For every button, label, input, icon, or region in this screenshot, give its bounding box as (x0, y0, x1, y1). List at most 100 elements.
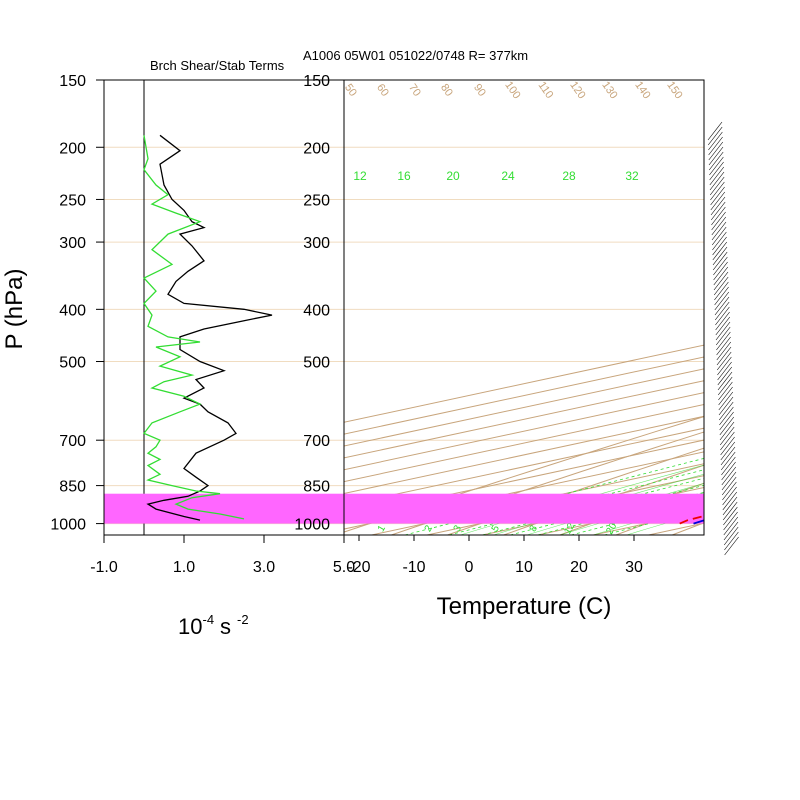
wind-barbs (707, 121, 739, 556)
wind-barb (720, 446, 736, 466)
y-tick-label: 1000 (50, 517, 86, 534)
right-panel-title: A1006 05W01 051022/0748 R= 377km (303, 48, 528, 63)
dry-adiabat-label: 150 (664, 79, 684, 101)
mixing-ratio-bottom-label: 1 (376, 523, 389, 534)
dewpoint-profile-line (679, 515, 704, 525)
dry-adiabat-label: 70 (406, 82, 423, 99)
isotherm-line (344, 403, 704, 483)
wind-barb (720, 431, 735, 451)
highlight-band-left (104, 493, 344, 524)
xlabel-unit-exponent: -2 (237, 612, 249, 627)
wind-barb (708, 131, 723, 151)
y-tick-label: 700 (303, 433, 330, 450)
isotherm-line (344, 344, 704, 423)
wind-barb (709, 166, 725, 186)
dry-adiabat-label: 130 (599, 79, 619, 101)
wind-barb (719, 421, 735, 441)
moist-adiabat-line (593, 502, 704, 535)
moist-adiabat-line (626, 511, 704, 535)
y-tick-label: 500 (303, 355, 330, 372)
highlight-band-right (344, 493, 704, 524)
dry-adiabat-label: 60 (374, 82, 391, 99)
mixing-ratio-label: 20 (446, 169, 460, 183)
wind-barb (722, 501, 738, 521)
mixing-ratio-label: 24 (501, 169, 515, 183)
isotherm-line (344, 380, 704, 459)
wind-barb (723, 521, 739, 541)
wind-barb (722, 481, 737, 501)
wind-barb (723, 516, 739, 536)
wind-barb (718, 396, 734, 416)
mixing-ratio-bottom-label: 3 (452, 523, 465, 534)
mixing-ratio-bottom-label: 8 (528, 523, 541, 534)
wind-barb (711, 221, 727, 241)
wind-barb (717, 356, 732, 376)
x-tick-label: 5.0 (333, 559, 355, 576)
wind-barb (722, 491, 738, 511)
dry-adiabat-label: 100 (502, 79, 522, 101)
wind-barb (716, 346, 732, 366)
wind-barb (707, 126, 723, 146)
mixing-ratio-label: 16 (397, 169, 411, 183)
y-tick-label: 400 (59, 302, 86, 319)
y-tick-label: 400 (303, 302, 330, 319)
wind-barb (722, 486, 737, 506)
wind-barb (710, 201, 726, 221)
y-tick-label: 300 (59, 235, 86, 252)
x-tick-label: -10 (402, 559, 425, 576)
y-tick-label: 700 (59, 433, 86, 450)
left-panel-title: Brch Shear/Stab Terms (150, 58, 285, 73)
shear-stability-panel: 150 200 250 300 400 500 700 850 1000 -1.0 1.0 3.0 5… (50, 73, 355, 576)
wind-barb (719, 411, 734, 431)
wind-barb (710, 181, 725, 201)
y-tick-label: 300 (303, 235, 330, 252)
wind-barb (711, 206, 726, 226)
wind-barb (709, 156, 724, 176)
isotherm-line (344, 392, 704, 471)
isotherm-line (703, 534, 704, 535)
wind-barb (715, 321, 731, 341)
mixing-ratio-bottom-label: 2 (423, 523, 436, 534)
mixing-ratio-label: 12 (353, 169, 367, 183)
wind-barb (710, 196, 726, 216)
wind-barb (718, 391, 734, 411)
wind-barb (716, 351, 732, 371)
dry-adiabat-label: 110 (536, 80, 556, 101)
wind-barb (712, 246, 728, 266)
wind-barb (712, 231, 727, 251)
moist-adiabat-line (460, 464, 704, 535)
y-tick-label: 850 (59, 479, 86, 496)
dry-adiabat-line (503, 464, 704, 535)
wind-barb (715, 311, 730, 331)
dry-adiabat-line (344, 416, 704, 533)
wind-barb (721, 456, 736, 476)
wind-barb (708, 136, 723, 156)
isotherm-line (344, 368, 704, 447)
wind-barb (717, 361, 732, 381)
wind-barb (715, 306, 730, 326)
mixing-ratio-bottom-label: 5 (490, 523, 503, 534)
wind-barb (721, 466, 737, 486)
isotherm-line (371, 463, 704, 535)
x-tick-label: 0 (465, 559, 474, 576)
y-tick-label: 850 (303, 479, 330, 496)
xlabel-base: 10 (178, 614, 202, 639)
wind-barb (707, 121, 723, 141)
x-tick-label: 3.0 (253, 559, 275, 576)
mixing-ratio-label: 32 (625, 169, 639, 183)
wind-barb (723, 526, 739, 546)
temperature-profile-line (693, 519, 704, 525)
dry-adiabat-line (785, 80, 800, 535)
isotherm-line (344, 415, 704, 494)
isotherm-line (648, 522, 704, 535)
wind-barb (723, 511, 738, 531)
x-tick-label: 30 (625, 559, 643, 576)
y-tick-label: 250 (59, 192, 86, 209)
wind-barb (714, 286, 729, 306)
x-tick-label: -1.0 (90, 559, 118, 576)
wind-barb (721, 461, 736, 481)
moist-adiabat-line (526, 483, 704, 535)
left-x-axis-label: 10-4 s -2 (178, 612, 249, 639)
wind-barb (708, 146, 724, 166)
